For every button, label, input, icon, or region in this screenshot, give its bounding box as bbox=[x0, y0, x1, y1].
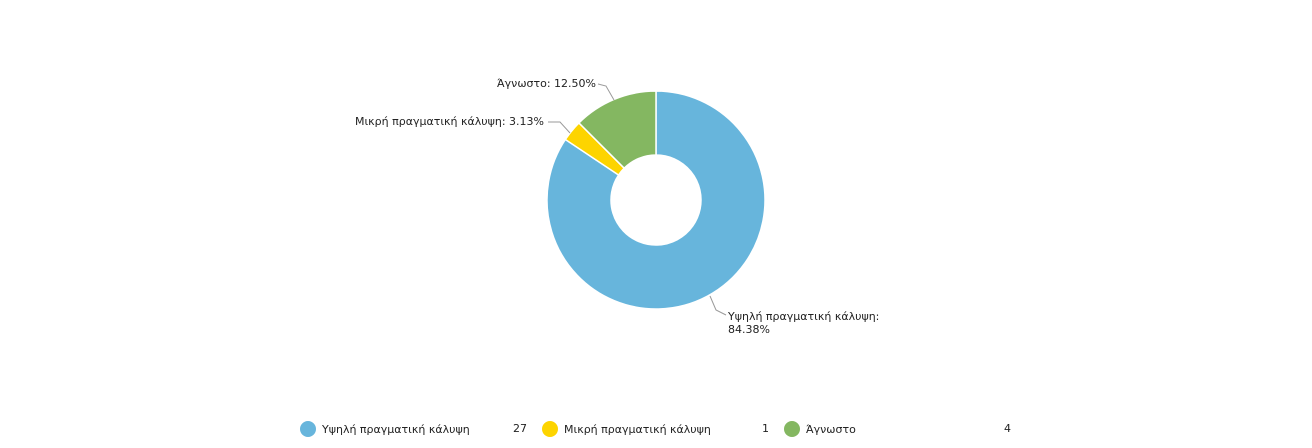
chart-legend: Υψηλή πραγματική κάλυψη 27 Μικρή πραγματ… bbox=[0, 420, 1312, 440]
legend-swatch-unknown bbox=[784, 421, 800, 437]
slice-label-unknown: Άγνωστο: 12.50% bbox=[497, 77, 596, 90]
connector-unknown bbox=[597, 83, 615, 101]
legend-item-low-coverage[interactable]: Μικρή πραγματική κάλυψη bbox=[542, 420, 711, 438]
legend-count-unknown: 4 bbox=[1004, 422, 1011, 435]
donut-chart: Υψηλή πραγματική κάλυψη: 84.38% Μικρή πρ… bbox=[355, 77, 883, 336]
legend-swatch-high-coverage bbox=[300, 421, 316, 437]
legend-item-unknown[interactable]: Άγνωστο bbox=[784, 420, 856, 438]
legend-label-low-coverage: Μικρή πραγματική κάλυψη bbox=[564, 422, 711, 436]
legend-label-high-coverage: Υψηλή πραγματική κάλυψη bbox=[322, 422, 470, 436]
connector-low-coverage bbox=[548, 121, 571, 134]
slice-label-high-coverage: Υψηλή πραγματική κάλυψη: 84.38% bbox=[727, 310, 883, 336]
labels-layer: Υψηλή πραγματική κάλυψη: 84.38% Μικρή πρ… bbox=[355, 77, 883, 336]
slice-label-high-coverage-line2: 84.38% bbox=[728, 323, 770, 336]
legend-label-unknown: Άγνωστο bbox=[806, 422, 856, 436]
legend-swatch-low-coverage bbox=[542, 421, 558, 437]
connectors-layer bbox=[548, 83, 727, 316]
slices-layer bbox=[546, 90, 766, 310]
slice-label-low-coverage: Μικρή πραγματική κάλυψη: 3.13% bbox=[355, 115, 544, 128]
slice-unknown[interactable] bbox=[577, 90, 657, 170]
connector-high-coverage bbox=[709, 295, 727, 316]
slice-high-coverage[interactable] bbox=[546, 90, 766, 310]
legend-item-high-coverage[interactable]: Υψηλή πραγματική κάλυψη bbox=[300, 420, 470, 438]
slice-label-high-coverage-line1: Υψηλή πραγματική κάλυψη: bbox=[727, 310, 879, 323]
legend-count-low-coverage: 1 bbox=[762, 422, 769, 435]
legend-count-high-coverage: 27 bbox=[513, 422, 527, 435]
